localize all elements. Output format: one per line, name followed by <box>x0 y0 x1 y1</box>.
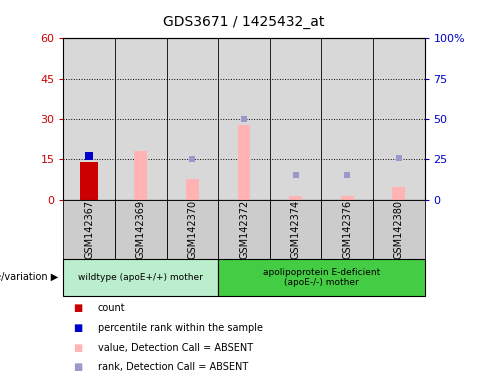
Bar <box>238 126 250 200</box>
Bar <box>134 151 147 200</box>
Bar <box>80 162 98 200</box>
Text: apolipoprotein E-deficient
(apoE-/-) mother: apolipoprotein E-deficient (apoE-/-) mot… <box>263 268 380 287</box>
Text: GSM142376: GSM142376 <box>342 200 352 259</box>
Text: ■: ■ <box>74 343 82 353</box>
Text: count: count <box>98 303 125 313</box>
Text: GDS3671 / 1425432_at: GDS3671 / 1425432_at <box>163 15 325 29</box>
Bar <box>392 187 405 200</box>
Text: ■: ■ <box>74 303 82 313</box>
Text: genotype/variation ▶: genotype/variation ▶ <box>0 272 59 283</box>
Text: ■: ■ <box>74 362 82 372</box>
Text: GSM142374: GSM142374 <box>290 200 301 259</box>
Text: wildtype (apoE+/+) mother: wildtype (apoE+/+) mother <box>79 273 203 282</box>
Text: ■: ■ <box>74 323 82 333</box>
Text: GSM142369: GSM142369 <box>136 200 146 259</box>
Bar <box>186 179 199 200</box>
Bar <box>341 197 354 200</box>
Text: GSM142380: GSM142380 <box>394 200 404 259</box>
Text: rank, Detection Call = ABSENT: rank, Detection Call = ABSENT <box>98 362 248 372</box>
Bar <box>289 197 302 200</box>
Text: percentile rank within the sample: percentile rank within the sample <box>98 323 263 333</box>
Text: GSM142372: GSM142372 <box>239 200 249 259</box>
Text: value, Detection Call = ABSENT: value, Detection Call = ABSENT <box>98 343 253 353</box>
Text: GSM142370: GSM142370 <box>187 200 198 259</box>
Text: GSM142367: GSM142367 <box>84 200 94 259</box>
